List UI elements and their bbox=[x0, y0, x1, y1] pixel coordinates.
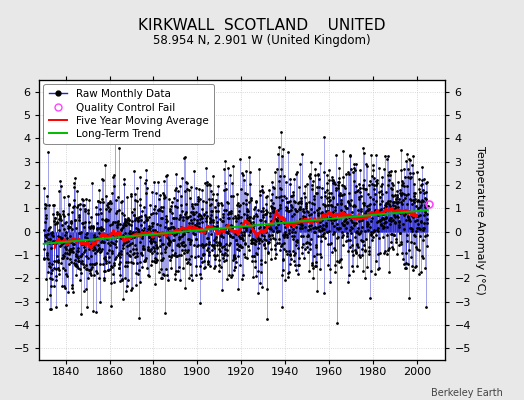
Text: Berkeley Earth: Berkeley Earth bbox=[431, 388, 503, 398]
Y-axis label: Temperature Anomaly (°C): Temperature Anomaly (°C) bbox=[475, 146, 485, 294]
Text: 58.954 N, 2.901 W (United Kingdom): 58.954 N, 2.901 W (United Kingdom) bbox=[153, 34, 371, 47]
Legend: Raw Monthly Data, Quality Control Fail, Five Year Moving Average, Long-Term Tren: Raw Monthly Data, Quality Control Fail, … bbox=[43, 84, 214, 144]
Text: KIRKWALL  SCOTLAND    UNITED: KIRKWALL SCOTLAND UNITED bbox=[138, 18, 386, 33]
